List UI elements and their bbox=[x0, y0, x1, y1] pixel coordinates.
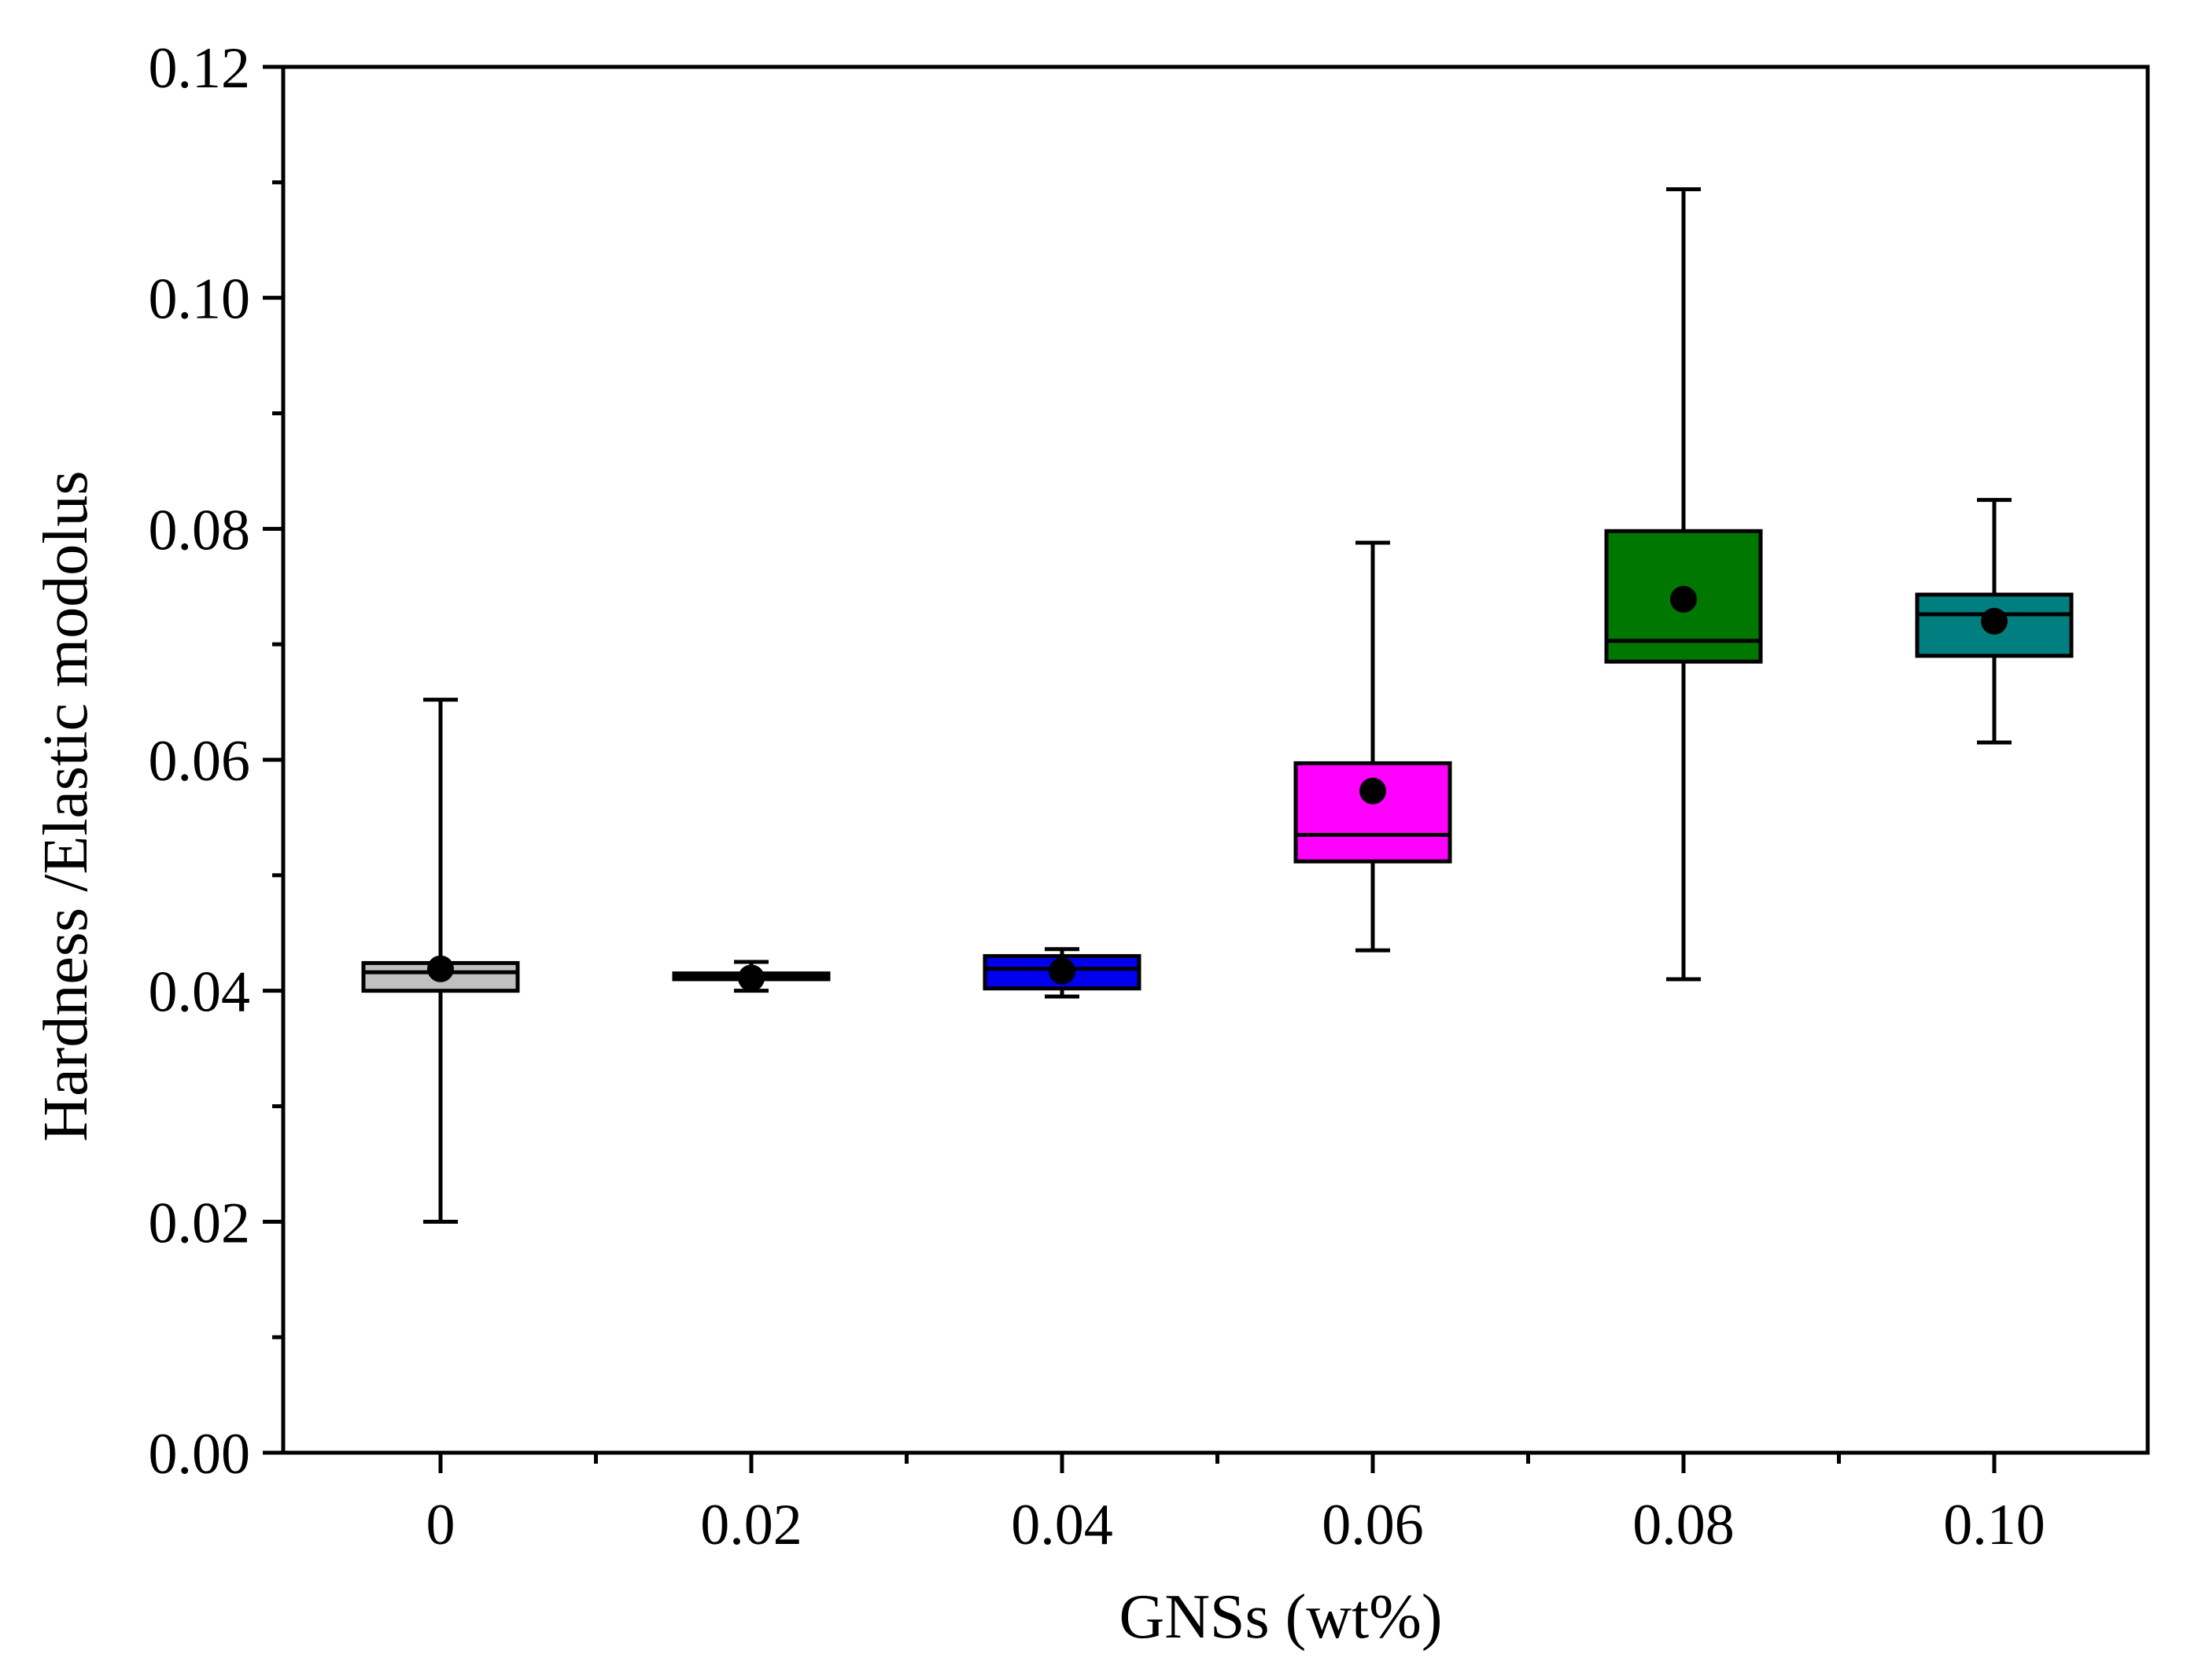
y-tick-label: 0.00 bbox=[149, 1422, 251, 1487]
x-tick-label: 0.02 bbox=[700, 1493, 802, 1557]
y-axis: 0.00 0.02 0.04 0.06 0.08 0.10 0.12 bbox=[149, 36, 283, 1487]
mean-marker bbox=[1670, 585, 1697, 613]
box-0.08 bbox=[1604, 187, 1763, 982]
y-tick-label: 0.02 bbox=[149, 1191, 251, 1255]
box-series bbox=[361, 187, 2074, 1224]
x-tick-label: 0.10 bbox=[1943, 1493, 2045, 1557]
box-0.02 bbox=[672, 960, 831, 993]
mean-marker bbox=[427, 955, 454, 982]
box-0 bbox=[361, 698, 520, 1224]
mean-marker bbox=[1049, 957, 1075, 985]
x-tick-label: 0.06 bbox=[1322, 1493, 1424, 1557]
box-body bbox=[1915, 592, 2074, 658]
y-axis-label: Hardness /Elastic modolus bbox=[31, 470, 101, 1141]
y-tick-label: 0.04 bbox=[149, 960, 251, 1025]
box-0.06 bbox=[1293, 540, 1452, 952]
box-0.10 bbox=[1915, 498, 2074, 745]
y-tick-label: 0.10 bbox=[149, 267, 251, 332]
x-axis: 0 0.02 0.04 0.06 0.08 0.10 bbox=[426, 1453, 2045, 1557]
plot-frame bbox=[281, 64, 2150, 1455]
x-tick-label: 0 bbox=[426, 1493, 455, 1557]
y-tick-label: 0.08 bbox=[149, 498, 251, 562]
mean-marker bbox=[738, 964, 765, 992]
mean-marker bbox=[1359, 777, 1386, 805]
x-tick-label: 0.08 bbox=[1632, 1493, 1735, 1557]
box-0.04 bbox=[983, 947, 1141, 999]
x-axis-label: GNSs (wt%) bbox=[1119, 1582, 1442, 1652]
x-tick-label: 0.04 bbox=[1011, 1493, 1113, 1557]
y-tick-label: 0.12 bbox=[149, 36, 251, 101]
y-tick-label: 0.06 bbox=[149, 729, 251, 794]
mean-marker bbox=[1981, 607, 2008, 635]
